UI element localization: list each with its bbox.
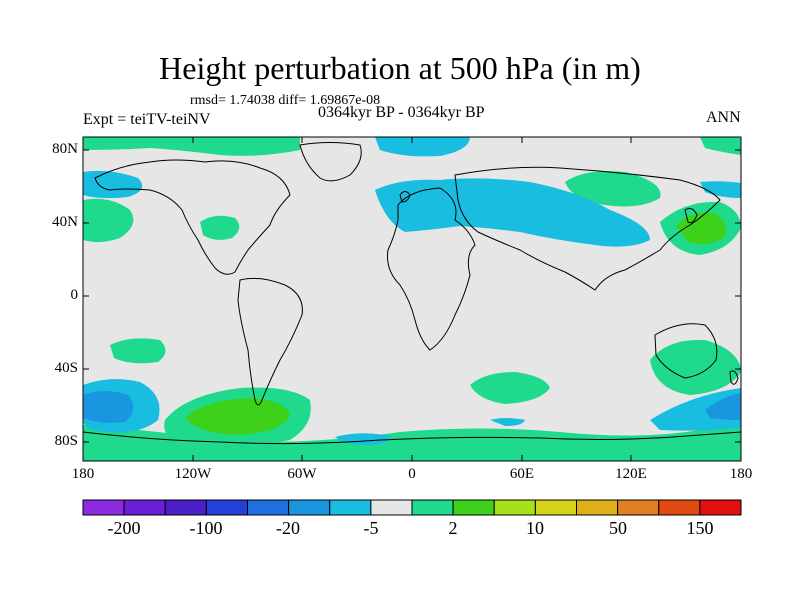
anomaly-negative-southern-indian <box>650 388 741 431</box>
colorbar-bin <box>123 499 166 516</box>
colorbar-bin <box>205 499 248 516</box>
anomaly-negative-arctic <box>375 137 470 157</box>
lon-label: 180 <box>729 466 753 482</box>
anomaly-positive-antarctic-coast <box>83 425 741 461</box>
australia-coast <box>654 323 718 379</box>
anomaly-negative-south-indian-small <box>490 418 525 426</box>
colorbar-label: -100 <box>189 518 223 538</box>
anomaly-negative-pacific-northwest <box>700 181 741 198</box>
colorbar-label: -200 <box>107 518 141 538</box>
colorbar-bin <box>452 499 495 516</box>
colorbar-bin <box>576 499 619 516</box>
anomaly-negative-southern-pacific-core <box>83 391 134 423</box>
season-label: ANN <box>706 109 741 126</box>
period-label: 0364kyr BP - 0364kyr BP <box>318 104 485 121</box>
lon-label: 180 <box>71 466 95 482</box>
colorbar-bin <box>699 499 742 516</box>
colorbar-label: 2 <box>448 518 458 538</box>
lon-label: 120E <box>615 466 647 482</box>
lat-label: 80S <box>54 433 78 449</box>
lat-label: 80N <box>52 141 78 157</box>
colorbar-bin <box>493 499 536 516</box>
british-isles-coast <box>399 191 411 203</box>
anomaly-positive-north-america <box>200 215 240 240</box>
anomaly-positive-eastern-arctic <box>700 137 741 155</box>
anomaly-negative-alaska <box>83 170 143 199</box>
colorbar-bin <box>329 499 372 516</box>
stats-text: rmsd= 1.74038 diff= 1.69867e-08 <box>190 93 381 108</box>
coastline-layer <box>83 142 741 445</box>
new-zealand-coast <box>729 370 739 385</box>
lon-label: 60E <box>509 466 535 482</box>
colorbar <box>82 499 742 516</box>
lat-label: 40S <box>54 360 78 376</box>
north-america-coast <box>94 159 291 275</box>
colorbar-bin <box>411 499 454 516</box>
colorbar-bin <box>288 499 331 516</box>
colorbar-bin <box>617 499 660 516</box>
lon-label: 120W <box>174 466 212 482</box>
anomaly-positive-asia <box>565 171 661 207</box>
lat-label: 40N <box>52 214 78 230</box>
colorbar-bin <box>534 499 577 516</box>
greenland-coast <box>299 142 362 182</box>
contour-fill-layer <box>83 137 741 461</box>
colorbar-label: -20 <box>276 518 300 538</box>
lon-label: 60W <box>287 466 317 482</box>
axis-ticks <box>82 137 742 461</box>
colorbar-label: 50 <box>609 518 627 538</box>
colorbar-label: 150 <box>686 518 714 538</box>
colorbar-bin <box>247 499 290 516</box>
colorbar-bin <box>164 499 207 516</box>
anomaly-negative-southern-indian-core <box>705 393 741 420</box>
experiment-label: Expt = teiTV-teiNV <box>83 111 211 128</box>
lon-label: 0 <box>408 466 416 482</box>
plot-title: Height perturbation at 500 hPa (in m) <box>159 50 641 86</box>
colorbar-bin <box>658 499 701 516</box>
anomaly-positive-pacific-nw <box>83 198 134 243</box>
anomaly-positive-australia <box>650 339 741 395</box>
colorbar-label: 10 <box>526 518 544 538</box>
asia-coast <box>454 166 721 291</box>
anomaly-positive-south-pacific <box>110 338 166 364</box>
colorbar-label: -5 <box>363 518 379 538</box>
colorbar-bin <box>370 499 413 516</box>
anomaly-positive-southeast-pacific-core <box>185 398 290 435</box>
anomaly-negative-eurasia <box>375 178 650 247</box>
colorbar-bin <box>82 499 125 516</box>
lat-label: 0 <box>70 287 79 303</box>
europe-africa-coast <box>387 187 476 351</box>
antarctica-coast <box>83 431 741 445</box>
south-america-coast <box>237 277 303 406</box>
anomaly-positive-arctic-west <box>83 137 300 156</box>
japan-coast <box>684 207 698 224</box>
anomaly-positive-north-pacific-core <box>676 212 726 245</box>
anomaly-positive-south-atlantic <box>470 372 550 404</box>
